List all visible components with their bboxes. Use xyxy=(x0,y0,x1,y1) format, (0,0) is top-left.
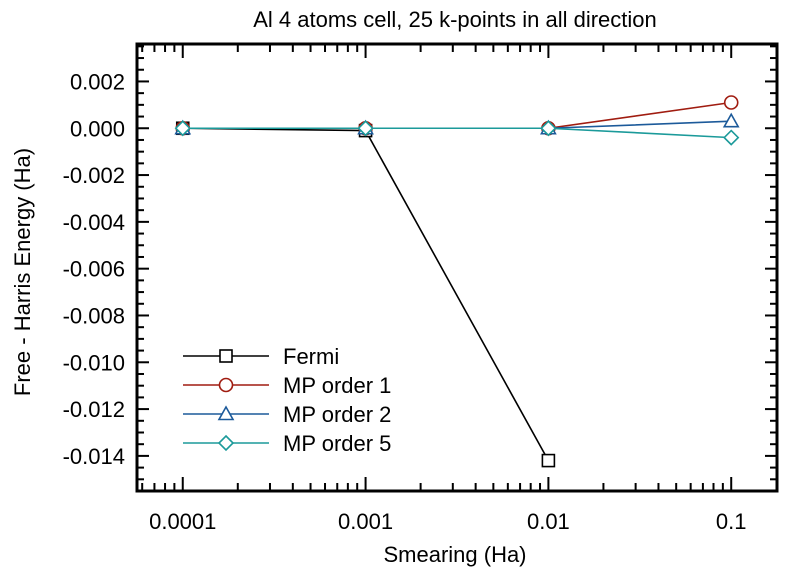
series-mp-order-2 xyxy=(174,112,740,135)
legend-label: Fermi xyxy=(283,344,339,369)
y-tick-label: -0.012 xyxy=(63,397,125,422)
x-tick-label: 0.0001 xyxy=(149,509,216,534)
legend-item: MP order 1 xyxy=(183,373,391,398)
legend-item: MP order 5 xyxy=(183,431,391,456)
y-tick-label: -0.002 xyxy=(63,163,125,188)
series-line xyxy=(182,120,732,130)
data-point xyxy=(722,112,740,128)
data-point xyxy=(174,120,191,137)
y-tick-label: 0.000 xyxy=(70,116,125,141)
legend-marker xyxy=(217,405,235,421)
data-point xyxy=(540,120,557,137)
data-point xyxy=(357,120,374,137)
series-mp-order-5 xyxy=(174,120,740,146)
x-tick-label: 0.1 xyxy=(716,509,747,534)
y-tick-label: 0.002 xyxy=(70,69,125,94)
data-point xyxy=(723,95,739,110)
y-axis-title: Free - Harris Energy (Ha) xyxy=(10,148,35,396)
y-tick-label: -0.006 xyxy=(63,257,125,282)
y-axis-ticks: 0.002 0.000 -0.002 -0.004 -0.006 -0.008 -0.010… xyxy=(63,45,777,492)
y-tick-label: -0.014 xyxy=(63,444,125,469)
legend-label: MP order 2 xyxy=(283,402,391,427)
x-tick-label: 0.001 xyxy=(338,509,393,534)
legend-label: MP order 5 xyxy=(283,431,391,456)
legend-item: MP order 2 xyxy=(183,402,391,427)
data-point xyxy=(723,129,740,146)
y-tick-label: -0.008 xyxy=(63,303,125,328)
chart-title: Al 4 atoms cell, 25 k-points in all dire… xyxy=(253,7,657,32)
series-line xyxy=(182,127,732,139)
y-tick-label: -0.010 xyxy=(63,350,125,375)
legend: Fermi MP order 1 MP order 2 MP order 5 xyxy=(183,344,391,456)
legend-marker xyxy=(219,349,233,363)
plot-frame xyxy=(135,42,779,493)
legend-item: Fermi xyxy=(183,344,339,369)
x-tick-label: 0.01 xyxy=(527,509,570,534)
series-layer xyxy=(174,95,740,468)
x-axis-title: Smearing (Ha) xyxy=(383,542,526,567)
legend-marker xyxy=(217,434,235,452)
legend-marker xyxy=(218,377,234,393)
x-axis-ticks: 0.0001 0.001 0.01 0.1 xyxy=(141,44,747,534)
data-point xyxy=(541,453,556,468)
legend-label: MP order 1 xyxy=(283,373,391,398)
y-tick-label: -0.004 xyxy=(63,210,125,235)
